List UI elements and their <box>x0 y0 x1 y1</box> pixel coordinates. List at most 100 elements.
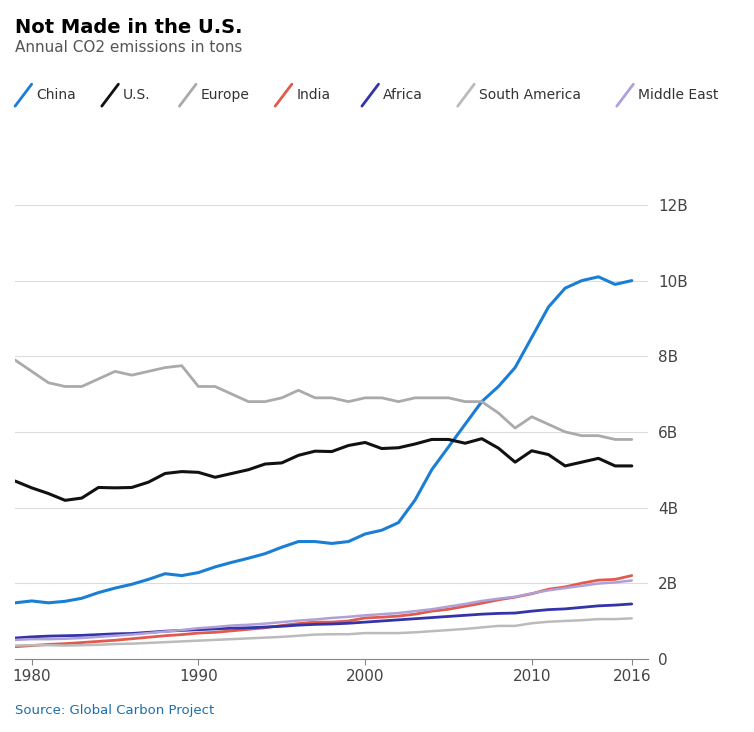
Line: China: China <box>15 277 632 603</box>
China <box>611 280 620 289</box>
Europe <box>244 397 253 406</box>
India <box>261 624 270 632</box>
China <box>477 397 486 406</box>
China <box>428 466 437 474</box>
Middle East <box>377 610 386 619</box>
Middle East <box>111 631 120 640</box>
Africa <box>444 612 453 621</box>
Middle East <box>161 627 170 636</box>
Text: U.S.: U.S. <box>123 88 151 102</box>
Middle East <box>244 621 253 630</box>
Europe <box>210 382 219 391</box>
Africa <box>428 613 437 622</box>
India <box>161 631 170 640</box>
China <box>77 594 86 602</box>
U.S. <box>144 478 153 487</box>
U.S. <box>578 458 587 466</box>
China <box>294 537 303 546</box>
U.S. <box>94 483 103 492</box>
South America <box>144 638 153 647</box>
India <box>44 640 53 649</box>
Africa <box>344 619 353 627</box>
Middle East <box>311 615 320 624</box>
China <box>11 599 20 608</box>
India <box>277 621 287 630</box>
India <box>27 641 36 650</box>
India <box>127 635 136 643</box>
U.S. <box>394 444 403 452</box>
U.S. <box>377 444 386 453</box>
Line: Africa: Africa <box>15 604 632 638</box>
Text: Africa: Africa <box>383 88 423 102</box>
Africa <box>377 616 386 625</box>
Line: Europe: Europe <box>15 360 632 439</box>
Line: South America: South America <box>15 619 632 646</box>
India <box>444 605 453 613</box>
China <box>360 530 369 539</box>
Text: China: China <box>36 88 76 102</box>
Africa <box>161 627 170 635</box>
India <box>510 593 520 602</box>
China <box>177 571 186 580</box>
Africa <box>111 630 120 638</box>
China <box>210 562 219 571</box>
China <box>344 537 353 546</box>
U.S. <box>461 438 470 447</box>
China <box>494 382 503 391</box>
Middle East <box>277 618 287 627</box>
U.S. <box>494 444 503 452</box>
Middle East <box>344 613 353 621</box>
Middle East <box>594 579 603 588</box>
Europe <box>611 435 620 444</box>
India <box>111 636 120 645</box>
Text: Annual CO2 emissions in tons: Annual CO2 emissions in tons <box>15 40 243 55</box>
South America <box>510 621 520 630</box>
Europe <box>44 378 53 387</box>
South America <box>360 629 369 638</box>
U.S. <box>611 462 620 471</box>
Africa <box>127 629 136 638</box>
India <box>627 571 636 580</box>
Europe <box>344 397 353 406</box>
Middle East <box>510 592 520 601</box>
Africa <box>594 602 603 610</box>
China <box>261 549 270 558</box>
Middle East <box>60 635 69 643</box>
U.S. <box>294 451 303 460</box>
India <box>144 633 153 642</box>
Africa <box>11 634 20 643</box>
South America <box>127 639 136 648</box>
U.S. <box>544 450 553 459</box>
U.S. <box>77 493 86 502</box>
India <box>244 625 253 634</box>
Europe <box>161 363 170 372</box>
China <box>444 443 453 452</box>
Europe <box>194 382 203 391</box>
India <box>578 579 587 588</box>
South America <box>461 624 470 633</box>
U.S. <box>227 469 236 478</box>
Europe <box>560 427 569 436</box>
Middle East <box>611 578 620 587</box>
Europe <box>578 431 587 440</box>
China <box>94 589 103 597</box>
Europe <box>394 397 403 406</box>
China <box>227 558 236 567</box>
Middle East <box>360 611 369 620</box>
China <box>377 526 386 534</box>
Africa <box>194 625 203 634</box>
India <box>77 638 86 647</box>
India <box>411 610 420 619</box>
China <box>60 597 69 605</box>
South America <box>11 641 20 650</box>
Africa <box>544 605 553 614</box>
China <box>627 276 636 285</box>
South America <box>344 630 353 638</box>
South America <box>578 616 587 624</box>
South America <box>444 626 453 635</box>
Africa <box>611 601 620 610</box>
India <box>527 589 536 598</box>
South America <box>77 640 86 649</box>
South America <box>327 630 336 638</box>
Text: Source: Global Carbon Project: Source: Global Carbon Project <box>15 704 214 717</box>
